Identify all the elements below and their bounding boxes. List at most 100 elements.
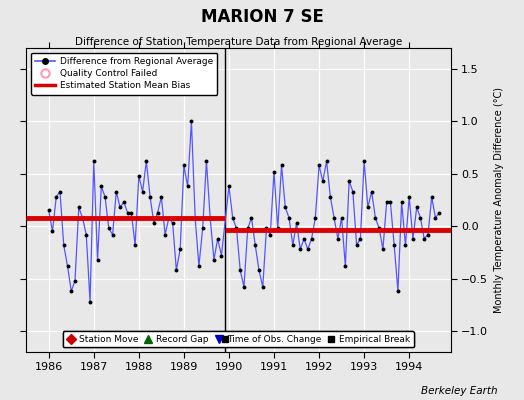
Point xyxy=(416,215,424,221)
Point xyxy=(409,236,417,242)
Point xyxy=(401,242,410,248)
Point xyxy=(60,242,68,248)
Point xyxy=(101,194,109,200)
Point xyxy=(123,209,132,216)
Point xyxy=(356,236,365,242)
Point xyxy=(311,215,320,221)
Title: Difference of Station Temperature Data from Regional Average: Difference of Station Temperature Data f… xyxy=(75,37,402,47)
Point xyxy=(367,188,376,195)
Point xyxy=(281,204,289,210)
Point xyxy=(431,215,440,221)
Point xyxy=(195,263,203,269)
Point xyxy=(371,215,379,221)
Point xyxy=(341,263,350,269)
Point xyxy=(108,231,117,238)
Point xyxy=(424,231,432,238)
Point xyxy=(45,207,53,214)
Point xyxy=(93,256,102,263)
Point xyxy=(146,194,154,200)
Point xyxy=(247,215,256,221)
Point xyxy=(405,194,413,200)
Point xyxy=(390,242,398,248)
Point xyxy=(420,236,429,242)
Point xyxy=(412,204,421,210)
Point xyxy=(150,220,158,226)
Y-axis label: Monthly Temperature Anomaly Difference (°C): Monthly Temperature Anomaly Difference (… xyxy=(494,87,504,313)
Point xyxy=(274,225,282,232)
Point xyxy=(165,215,173,221)
Point xyxy=(292,220,301,226)
Point xyxy=(258,284,267,290)
Point xyxy=(266,231,275,238)
Point xyxy=(322,158,331,164)
Point xyxy=(199,225,207,232)
Point xyxy=(210,256,218,263)
Point xyxy=(255,267,263,274)
Point xyxy=(337,215,346,221)
Point xyxy=(187,118,195,124)
Point xyxy=(206,215,214,221)
Point xyxy=(303,246,312,252)
Point xyxy=(232,225,241,232)
Point xyxy=(353,242,361,248)
Point xyxy=(334,236,342,242)
Point xyxy=(138,188,147,195)
Point xyxy=(142,158,150,164)
Point xyxy=(217,252,226,259)
Point xyxy=(86,298,94,305)
Point xyxy=(348,188,357,195)
Point xyxy=(213,236,222,242)
Point xyxy=(119,199,128,205)
Point xyxy=(154,209,162,216)
Point xyxy=(270,168,278,175)
Point xyxy=(127,209,136,216)
Point xyxy=(345,178,353,184)
Point xyxy=(319,178,327,184)
Point xyxy=(82,231,91,238)
Point xyxy=(394,288,402,294)
Point xyxy=(308,236,316,242)
Point xyxy=(67,288,75,294)
Point xyxy=(202,158,211,164)
Point xyxy=(105,225,113,232)
Point xyxy=(277,162,286,169)
Point xyxy=(97,183,105,190)
Point xyxy=(116,204,124,210)
Point xyxy=(78,215,86,221)
Point xyxy=(74,204,83,210)
Point xyxy=(176,246,184,252)
Text: Berkeley Earth: Berkeley Earth xyxy=(421,386,498,396)
Point xyxy=(161,231,169,238)
Point xyxy=(379,246,387,252)
Point xyxy=(330,215,339,221)
Point xyxy=(63,263,72,269)
Point xyxy=(326,194,334,200)
Point xyxy=(180,162,188,169)
Point xyxy=(375,225,384,232)
Point xyxy=(112,188,121,195)
Legend: Station Move, Record Gap, Time of Obs. Change, Empirical Break: Station Move, Record Gap, Time of Obs. C… xyxy=(63,331,414,348)
Point xyxy=(383,199,391,205)
Point xyxy=(240,284,248,290)
Point xyxy=(56,188,64,195)
Point xyxy=(398,199,406,205)
Point xyxy=(225,183,233,190)
Point xyxy=(172,267,181,274)
Point xyxy=(157,194,166,200)
Point xyxy=(386,199,395,205)
Point xyxy=(90,158,98,164)
Point xyxy=(428,194,436,200)
Point xyxy=(168,220,177,226)
Point xyxy=(300,236,308,242)
Point xyxy=(236,267,244,274)
Point xyxy=(71,278,79,284)
Point xyxy=(228,215,237,221)
Point xyxy=(48,228,57,235)
Point xyxy=(251,242,259,248)
Point xyxy=(315,162,323,169)
Point xyxy=(360,158,368,164)
Point xyxy=(263,225,271,232)
Point xyxy=(183,183,192,190)
Point xyxy=(296,246,304,252)
Point xyxy=(435,209,443,216)
